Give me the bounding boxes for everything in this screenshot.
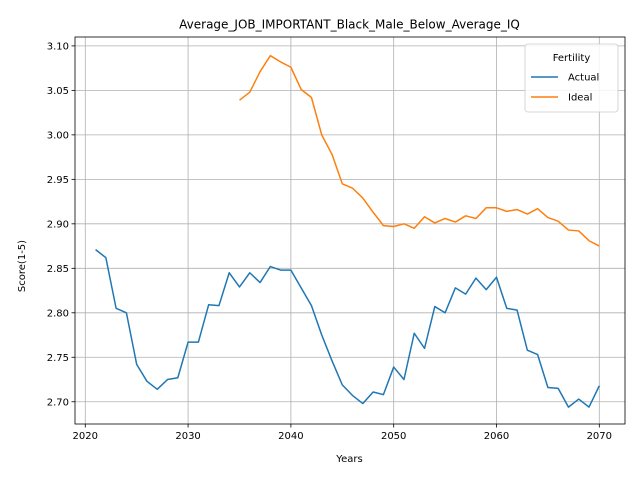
series-lines [95, 54, 600, 408]
legend-box [524, 43, 619, 113]
chart-title: Average_JOB_IMPORTANT_Black_Male_Below_A… [179, 18, 520, 32]
legend-label-actual: Actual [568, 73, 599, 84]
x-tick-label: 2070 [587, 431, 612, 442]
x-axis-label: Years [335, 454, 362, 465]
y-tick-label: 2.95 [47, 175, 69, 186]
legend-entries: Actual Ideal [531, 73, 599, 104]
series-line-ideal [239, 54, 600, 247]
x-axis-ticks: 2020 2030 2040 2050 2060 2070 [73, 424, 612, 442]
x-tick-label: 2030 [175, 431, 200, 442]
y-tick-label: 2.85 [47, 264, 69, 275]
x-tick-label: 2040 [278, 431, 303, 442]
y-tick-label: 2.80 [47, 308, 69, 319]
x-tick-label: 2020 [73, 431, 98, 442]
y-axis-label: Score(1-5) [17, 240, 28, 292]
y-tick-label: 3.05 [47, 86, 69, 97]
legend-label-ideal: Ideal [568, 93, 592, 104]
y-axis-ticks: 2.70 2.75 2.80 2.85 2.90 2.95 3.00 3.05 3.10 [47, 41, 75, 408]
x-tick-label: 2050 [381, 431, 406, 442]
y-tick-label: 2.70 [47, 397, 69, 408]
y-tick-label: 2.90 [47, 219, 69, 230]
x-tick-label: 2060 [484, 431, 509, 442]
plot-area-frame [74, 36, 626, 425]
y-tick-label: 3.10 [47, 41, 69, 52]
y-tick-label: 2.75 [47, 353, 69, 364]
y-tick-label: 3.00 [47, 130, 69, 141]
series-line-actual [95, 249, 600, 408]
legend-title: Fertility [553, 53, 591, 64]
legend: Fertility Actual Ideal [524, 43, 619, 113]
